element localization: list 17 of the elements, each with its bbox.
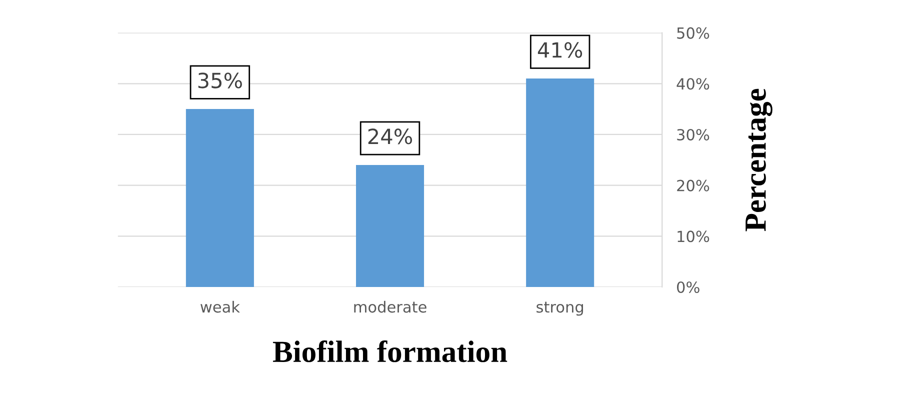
y-tick-label: 30% [677, 128, 710, 140]
y-tick-label: 10% [678, 230, 710, 242]
bar [526, 78, 594, 287]
y-tick-label: 40% [676, 78, 710, 90]
bar [186, 109, 254, 287]
x-tick-label: weak [200, 300, 240, 313]
bar [356, 164, 424, 287]
data-label: 41% [538, 42, 582, 58]
y-axis-title: Percentage [746, 88, 772, 232]
data-label: 24% [368, 128, 412, 144]
x-axis-title: Biofilm formation [272, 340, 508, 362]
data-label: 35% [198, 72, 242, 88]
y-tick-label: 0% [677, 281, 700, 294]
x-tick-label: strong [536, 302, 583, 316]
y-tick-label: 20% [677, 180, 710, 192]
y-tick-label: 50% [677, 27, 710, 39]
x-tick-label: moderate [354, 300, 426, 313]
